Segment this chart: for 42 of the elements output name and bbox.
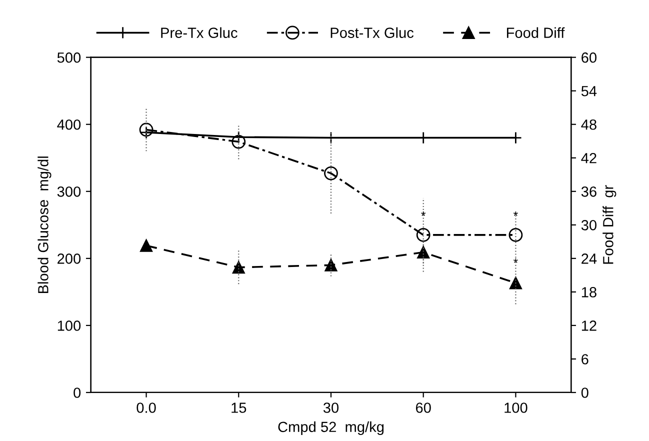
point xyxy=(140,126,153,139)
y-tick-label: 100 xyxy=(58,320,81,331)
y2-tick-label: 12 xyxy=(582,320,596,331)
x-tick-label: 60 xyxy=(416,402,431,413)
point xyxy=(324,166,338,180)
annotation: * xyxy=(513,258,518,263)
legend-label: Food Diff xyxy=(506,27,565,38)
point xyxy=(140,239,153,252)
y2-axis-title: Food Diff gr xyxy=(602,185,616,264)
y2-tick-label: 60 xyxy=(582,52,596,63)
y2-tick-label: 24 xyxy=(582,254,597,264)
y2-tick-label: 36 xyxy=(581,186,596,197)
y2-tick-label: 48 xyxy=(581,119,596,130)
y2-tick-label: 42 xyxy=(581,152,596,164)
y-tick-label: 200 xyxy=(58,254,81,264)
y-tick-label: 500 xyxy=(57,52,81,63)
y-tick-label: 400 xyxy=(57,119,81,130)
y2-tick-label: 54 xyxy=(581,86,597,96)
annotation: * xyxy=(421,212,426,216)
legend-label: Pre-Tx Gluc xyxy=(161,27,238,38)
x-tick-label: 0.0 xyxy=(136,402,156,413)
x-tick-label: 30 xyxy=(323,402,339,413)
point xyxy=(232,261,245,274)
y2-tick-label: 6 xyxy=(582,354,588,364)
legend-label: Post-Tx Gluc xyxy=(330,27,414,38)
y-axis-title: Blood Glucose mg/dl xyxy=(38,156,52,294)
point xyxy=(509,276,522,290)
y-tick-label: 300 xyxy=(57,186,81,197)
y2-tick-label: 30 xyxy=(581,220,596,230)
point xyxy=(232,134,246,149)
y-tick-label: 0 xyxy=(74,388,81,398)
point xyxy=(324,258,338,272)
point xyxy=(416,228,430,242)
annotation: * xyxy=(513,212,518,216)
point xyxy=(508,228,523,242)
x-tick-label: 100 xyxy=(504,402,528,413)
y2-tick-label: 0 xyxy=(581,388,588,398)
x-axis-title: Cmpd 52 mg/kg xyxy=(278,421,384,435)
x-tick-label: 15 xyxy=(232,402,246,413)
point xyxy=(417,246,430,259)
y2-tick-label: 18 xyxy=(582,287,596,298)
point xyxy=(139,122,154,137)
